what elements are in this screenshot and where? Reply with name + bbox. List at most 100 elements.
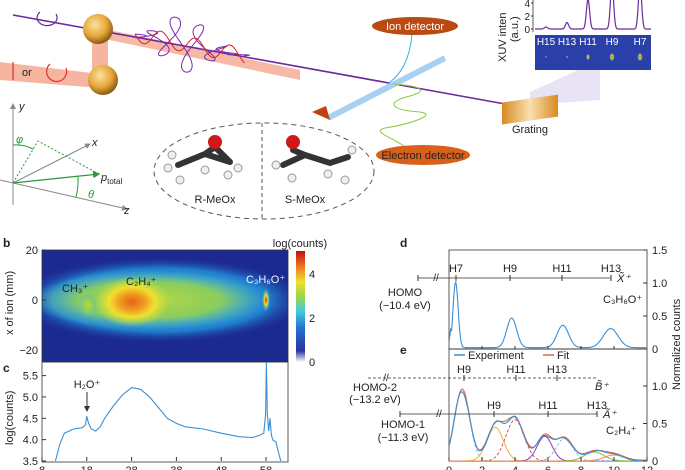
panel-e-ytick-label: 1.0 (652, 381, 667, 393)
electron-detector-label: Electron detector (381, 150, 464, 162)
panel-e-xtick-label: 6 (545, 465, 551, 470)
state-x-label: X̃⁺ (616, 272, 631, 285)
fit-component-line (449, 435, 647, 461)
harmonic-label: H13 (601, 263, 621, 275)
xuv-harmonic-label: H9 (606, 37, 619, 48)
grating (502, 94, 558, 125)
xuv-harmonic-label: H7 (634, 37, 647, 48)
panel-c-xtick-label: 28 (125, 465, 137, 470)
c3h6o-spectrum-line (449, 281, 647, 349)
harmonic-label: H11 (552, 263, 571, 275)
xuv-ytick-label: 4 (524, 0, 530, 10)
harmonic-label: H13 (547, 364, 567, 376)
ir-circular-polarization-icon (46, 63, 68, 83)
fit-component-line (449, 451, 647, 461)
panel-c-ylabel: log(counts) (4, 391, 16, 445)
axis-break-icon: // (436, 409, 442, 420)
colorbar-tick-label: 2 (309, 313, 315, 325)
h2o-annotation: H₂O⁺ (74, 379, 101, 391)
mass-spectrum-line (54, 362, 282, 462)
normalized-counts-label: Normalized counts (671, 298, 683, 390)
fit-component-line (449, 426, 647, 461)
heatmap-ch3-blob (78, 293, 98, 317)
panel-c-letter: c (3, 361, 10, 375)
panel-b-letter: b (3, 236, 10, 250)
phi-arc (12, 144, 34, 150)
xuv-harmonic-spot (586, 53, 590, 61)
xuv-harmonic-spot (637, 52, 643, 62)
xuv-ylabel: XUV inten (497, 12, 509, 62)
colorbar-label: log(counts) (273, 238, 327, 250)
panel-c-mass-spectrum: c log(counts) 3.5 4.0 4.5 5.0 5.5 8 18 28 38 48 58… (3, 361, 289, 470)
colorbar-tick-label: 4 (309, 269, 315, 281)
heatmap-parent-ion-peak (262, 288, 270, 312)
heatmap-c2h4-blob (94, 277, 170, 327)
c3h6o-label: C₃H₆O⁺ (246, 274, 285, 286)
ion-trajectory (389, 33, 413, 83)
panel-d-ytick-label: 0.5 (652, 311, 667, 323)
p-subscript: total (107, 177, 122, 186)
detector-cone-icon (312, 106, 330, 120)
panel-e-ytick-label: 0 (652, 456, 658, 468)
panel-e-xtick-label: 8 (578, 465, 584, 470)
panel-a-setup: or Ion detector Electron detector Gratin… (0, 0, 651, 220)
panel-c-xtick-label: 18 (81, 465, 93, 470)
mirror-sphere-bottom (88, 65, 118, 95)
xuv-spectral-image (535, 35, 651, 70)
xuv-ytick-label: 0 (524, 25, 530, 36)
ch3-label: CH₃⁺ (62, 283, 88, 295)
xuv-pulse-train-icon (134, 16, 250, 73)
s-meox-label: S-MeOx (285, 194, 326, 206)
panel-e-xtick-label: 0 (446, 465, 452, 470)
enantiomer-panel: R-MeOx S-MeOx (153, 122, 375, 220)
c2h4-species-label: C₂H₄⁺ (606, 425, 637, 437)
r-meox-molecule (163, 135, 243, 185)
harmonic-label: H11 (538, 400, 557, 412)
panel-c-ytick-label: 3.5 (23, 456, 38, 468)
panel-d-letter: d (400, 236, 407, 250)
homo2-label: HOMO-2 (353, 382, 397, 394)
xuv-ytick-label: 2 (524, 12, 530, 23)
x-axis-label: x (91, 137, 98, 149)
xuv-harmonic-spot (609, 52, 615, 62)
phi-label: φ (16, 134, 23, 146)
harmonic-label: H9 (503, 263, 517, 275)
panel-c-ytick-label: 4.5 (23, 413, 38, 425)
panel-d-ytick-label: 1.0 (652, 278, 667, 290)
panel-c-ytick-label: 4.0 (23, 435, 38, 447)
panel-e-xtick-label: 12 (641, 465, 653, 470)
xuv-harmonic-spot (545, 55, 547, 59)
colorbar-tick-label: 0 (309, 357, 315, 369)
state-a-label: Ã⁺ (602, 408, 617, 421)
panel-e-xtick-label: 4 (512, 465, 518, 470)
homo-energy: (−10.4 eV) (379, 300, 431, 312)
z-axis-label: z (123, 205, 130, 217)
theta-label: θ (88, 189, 94, 201)
legend: Experiment Fit (454, 350, 569, 362)
ir-beam-input (0, 62, 100, 88)
panel-d-ytick-label: 0 (652, 344, 658, 356)
axis-break-icon: // (433, 273, 439, 284)
ion-detector (372, 17, 458, 35)
panel-c-xtick-label: 48 (215, 465, 227, 470)
fit-line (449, 388, 647, 461)
harmonic-label: H9 (487, 400, 501, 412)
heatmap-ytick-label: 0 (32, 295, 38, 307)
xuv-harmonic-label: H15 (537, 37, 556, 48)
z-axis-arrow (0, 179, 128, 211)
ir-wave-icon (134, 30, 245, 64)
panel-c-frame (41, 361, 289, 463)
panel-d-ytick-label: 1.5 (652, 245, 667, 257)
panel-e-pes: e Experiment Fit // H9 H11 H13 B̃⁺ // H9 H11 H13… (349, 343, 667, 470)
p-total-arrow (12, 171, 101, 184)
theta-arc (75, 176, 79, 198)
legend-fit-label: Fit (557, 350, 569, 362)
homo2-energy: (−13.2 eV) (349, 394, 401, 406)
harmonic-label: H9 (457, 364, 471, 376)
panel-c-ytick-label: 5.5 (23, 371, 38, 383)
fit-component-line (449, 454, 647, 461)
xuv-spectrum-line (535, 0, 651, 30)
mirror-sphere-top (83, 14, 113, 44)
p-total-label: ptotal (100, 172, 122, 186)
